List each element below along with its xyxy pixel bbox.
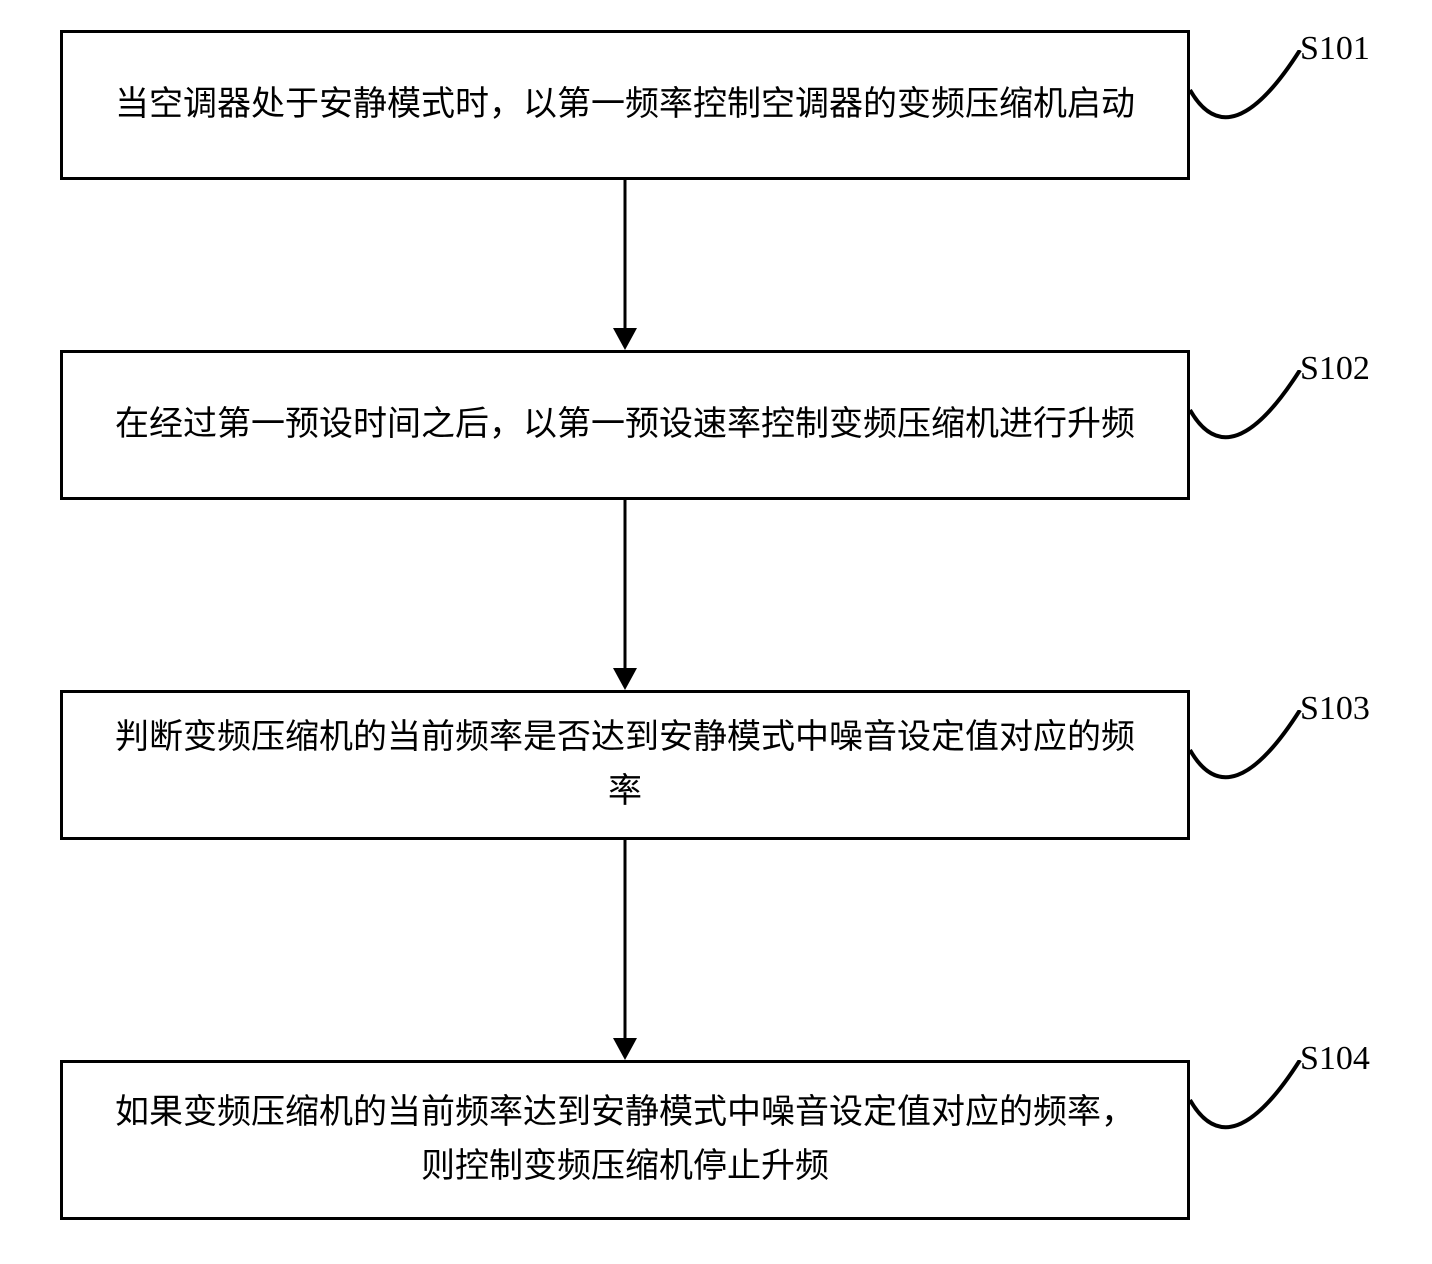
arrow-head-3 [613,1038,637,1060]
label-text: S101 [1300,30,1370,67]
step-box-s103: 判断变频压缩机的当前频率是否达到安静模式中噪音设定值对应的频率 [60,690,1190,840]
step-text: 判断变频压缩机的当前频率是否达到安静模式中噪音设定值对应的频率 [103,711,1147,820]
arrow-line-1 [624,180,627,330]
step-box-s102: 在经过第一预设时间之后，以第一预设速率控制变频压缩机进行升频 [60,350,1190,500]
step-label-s104: S104 [1300,1040,1370,1078]
arrow-line-3 [624,840,627,1040]
step-box-s101: 当空调器处于安静模式时，以第一频率控制空调器的变频压缩机启动 [60,30,1190,180]
step-box-s104: 如果变频压缩机的当前频率达到安静模式中噪音设定值对应的频率，则控制变频压缩机停止… [60,1060,1190,1220]
step-label-s101: S101 [1300,30,1370,68]
step-text: 当空调器处于安静模式时，以第一频率控制空调器的变频压缩机启动 [115,78,1135,132]
step-label-s103: S103 [1300,690,1370,728]
arrow-head-2 [613,668,637,690]
arrow-line-2 [624,500,627,670]
step-label-s102: S102 [1300,350,1370,388]
label-connector-s103 [1190,710,1310,830]
label-connector-s104 [1190,1060,1310,1180]
label-text: S103 [1300,690,1370,727]
step-text: 在经过第一预设时间之后，以第一预设速率控制变频压缩机进行升频 [115,398,1135,452]
label-text: S102 [1300,350,1370,387]
label-connector-s101 [1190,50,1310,170]
flowchart-container: 当空调器处于安静模式时，以第一频率控制空调器的变频压缩机启动 S101 在经过第… [0,0,1432,1264]
label-text: S104 [1300,1040,1370,1077]
label-connector-s102 [1190,370,1310,490]
arrow-head-1 [613,328,637,350]
step-text: 如果变频压缩机的当前频率达到安静模式中噪音设定值对应的频率，则控制变频压缩机停止… [103,1086,1147,1195]
